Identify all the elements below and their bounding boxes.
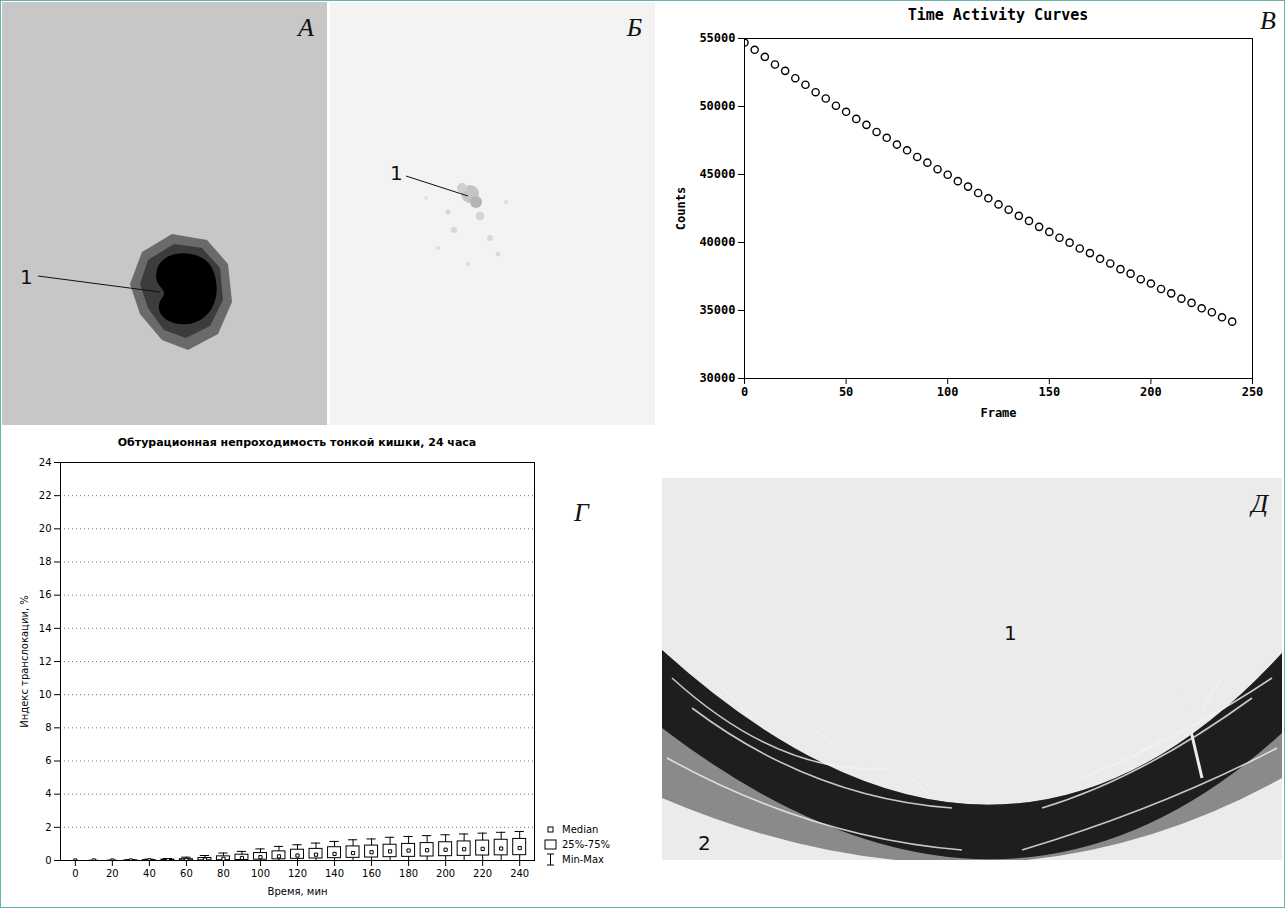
svg-text:2: 2 <box>45 822 51 833</box>
html-text:Г: Г <box>574 498 589 527</box>
svg-text:60: 60 <box>180 868 193 879</box>
svg-text:1: 1 <box>390 161 403 185</box>
svg-text:220: 220 <box>473 868 492 879</box>
svg-text:Индекс транслокации, %: Индекс транслокации, % <box>19 595 30 727</box>
svg-text:6: 6 <box>45 755 51 766</box>
svg-text:120: 120 <box>288 868 307 879</box>
svg-text:Д: Д <box>1248 489 1269 518</box>
svg-text:250: 250 <box>1242 385 1264 399</box>
svg-text:100: 100 <box>937 385 959 399</box>
svg-text:20: 20 <box>39 523 52 534</box>
svg-text:Б: Б <box>626 13 642 42</box>
svg-text:140: 140 <box>325 868 344 879</box>
html-text:Обтурационная непроходимость т: Обтурационная непроходимость тонкой кишк… <box>117 436 477 449</box>
svg-text:40000: 40000 <box>699 235 735 249</box>
svg-text:160: 160 <box>362 868 381 879</box>
svg-text:35000: 35000 <box>699 303 735 317</box>
svg-text:А: А <box>296 13 314 42</box>
svg-text:22: 22 <box>39 490 52 501</box>
svg-text:Время, мин: Время, мин <box>268 886 328 897</box>
svg-text:2: 2 <box>698 831 711 855</box>
svg-text:18: 18 <box>39 556 52 567</box>
svg-text:30000: 30000 <box>699 371 735 385</box>
svg-text:0: 0 <box>72 868 78 879</box>
svg-text:80: 80 <box>217 868 230 879</box>
svg-text:50: 50 <box>839 385 853 399</box>
svg-text:55000: 55000 <box>699 31 735 45</box>
svg-text:200: 200 <box>436 868 455 879</box>
svg-text:Counts: Counts <box>674 187 688 230</box>
svg-text:20: 20 <box>106 868 119 879</box>
svg-text:14: 14 <box>39 623 52 634</box>
svg-text:24: 24 <box>39 457 52 468</box>
svg-text:240: 240 <box>510 868 529 879</box>
svg-text:4: 4 <box>45 788 51 799</box>
svg-text:Frame: Frame <box>980 406 1016 420</box>
svg-text:50000: 50000 <box>699 99 735 113</box>
svg-text:100: 100 <box>251 868 270 879</box>
svg-text:0: 0 <box>741 385 748 399</box>
svg-text:45000: 45000 <box>699 167 735 181</box>
html-text:25%-75%: 25%-75% <box>562 839 611 850</box>
html-text:В: В <box>1260 6 1276 35</box>
svg-text:10: 10 <box>39 689 52 700</box>
html-text:Min-Max: Min-Max <box>562 854 604 865</box>
html-text:Median: Median <box>562 824 599 835</box>
html-text:Time Activity Curves: Time Activity Curves <box>907 6 1089 24</box>
svg-text:40: 40 <box>143 868 156 879</box>
svg-text:8: 8 <box>45 722 51 733</box>
svg-text:16: 16 <box>39 589 52 600</box>
svg-text:1: 1 <box>20 265 33 289</box>
svg-text:200: 200 <box>1140 385 1162 399</box>
svg-text:150: 150 <box>1038 385 1060 399</box>
svg-text:1: 1 <box>1004 621 1017 645</box>
svg-text:0: 0 <box>45 855 51 866</box>
svg-text:180: 180 <box>399 868 418 879</box>
svg-text:12: 12 <box>39 656 52 667</box>
